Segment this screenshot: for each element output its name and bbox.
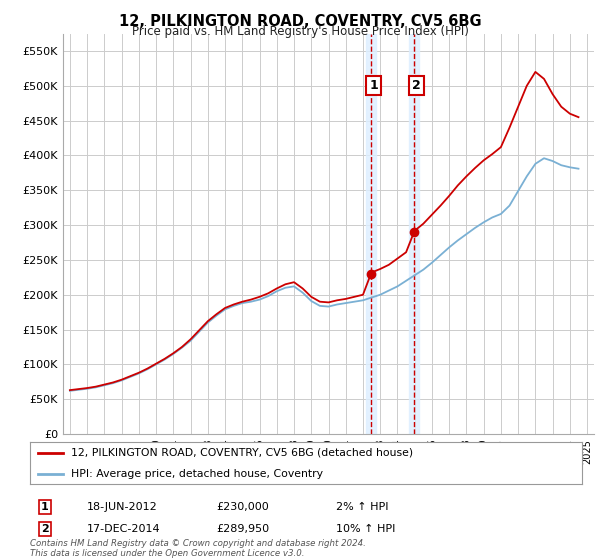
Bar <box>409 34 419 434</box>
Text: 12, PILKINGTON ROAD, COVENTRY, CV5 6BG (detached house): 12, PILKINGTON ROAD, COVENTRY, CV5 6BG (… <box>71 448 413 458</box>
Text: 1: 1 <box>41 502 49 512</box>
Text: 2% ↑ HPI: 2% ↑ HPI <box>336 502 389 512</box>
Text: Price paid vs. HM Land Registry's House Price Index (HPI): Price paid vs. HM Land Registry's House … <box>131 25 469 38</box>
Text: HPI: Average price, detached house, Coventry: HPI: Average price, detached house, Cove… <box>71 469 323 479</box>
Bar <box>366 34 376 434</box>
Text: 12, PILKINGTON ROAD, COVENTRY, CV5 6BG: 12, PILKINGTON ROAD, COVENTRY, CV5 6BG <box>119 14 481 29</box>
Text: £230,000: £230,000 <box>216 502 269 512</box>
Text: Contains HM Land Registry data © Crown copyright and database right 2024.
This d: Contains HM Land Registry data © Crown c… <box>30 539 366 558</box>
Text: 1: 1 <box>369 80 378 92</box>
Text: 10% ↑ HPI: 10% ↑ HPI <box>336 524 395 534</box>
Text: 17-DEC-2014: 17-DEC-2014 <box>87 524 161 534</box>
Text: 2: 2 <box>41 524 49 534</box>
Text: 2: 2 <box>412 80 421 92</box>
Text: £289,950: £289,950 <box>216 524 269 534</box>
Text: 18-JUN-2012: 18-JUN-2012 <box>87 502 158 512</box>
